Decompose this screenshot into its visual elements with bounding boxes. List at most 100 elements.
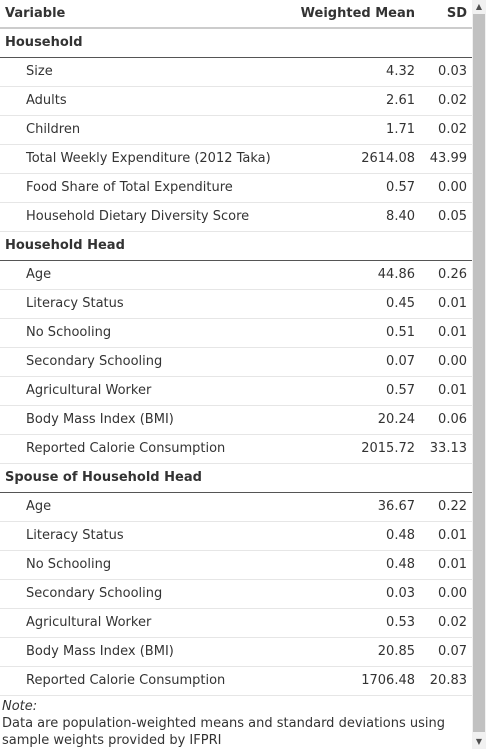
table-row: No Schooling 0.51 0.01 xyxy=(0,318,472,348)
row-weighted-mean: 0.51 xyxy=(294,318,420,348)
row-weighted-mean: 0.03 xyxy=(294,579,420,609)
row-sd: 0.00 xyxy=(420,347,472,377)
row-label: Body Mass Index (BMI) xyxy=(0,405,294,435)
table-row: Reported Calorie Consumption 2015.72 33.13 xyxy=(0,434,472,464)
row-weighted-mean: 4.32 xyxy=(294,57,420,87)
row-weighted-mean: 2015.72 xyxy=(294,434,420,464)
row-label: No Schooling xyxy=(0,550,294,580)
row-label: Food Share of Total Expenditure xyxy=(0,173,294,203)
row-sd: 0.00 xyxy=(420,579,472,609)
row-sd: 0.01 xyxy=(420,521,472,551)
row-label: Age xyxy=(0,492,294,522)
group-row: Spouse of Household Head xyxy=(0,463,472,493)
row-sd: 0.26 xyxy=(420,260,472,290)
group-title: Household Head xyxy=(0,231,472,261)
row-weighted-mean: 20.85 xyxy=(294,637,420,667)
row-sd: 33.13 xyxy=(420,434,472,464)
row-weighted-mean: 8.40 xyxy=(294,202,420,232)
row-weighted-mean: 2.61 xyxy=(294,86,420,116)
table-row: Agricultural Worker 0.53 0.02 xyxy=(0,608,472,638)
summary-table: Variable Weighted Mean SD Household Size 4… xyxy=(0,0,472,696)
row-weighted-mean: 36.67 xyxy=(294,492,420,522)
table-row: Agricultural Worker 0.57 0.01 xyxy=(0,376,472,406)
row-label: Reported Calorie Consumption xyxy=(0,666,294,696)
table-row: Body Mass Index (BMI) 20.85 0.07 xyxy=(0,637,472,667)
header-weighted-mean: Weighted Mean xyxy=(294,0,420,29)
row-label: Adults xyxy=(0,86,294,116)
table-row: Reported Calorie Consumption 1706.48 20.83 xyxy=(0,666,472,696)
row-label: Agricultural Worker xyxy=(0,376,294,406)
table-row: Household Dietary Diversity Score 8.40 0.0… xyxy=(0,202,472,232)
table-row: No Schooling 0.48 0.01 xyxy=(0,550,472,580)
row-label: No Schooling xyxy=(0,318,294,348)
table-row: Literacy Status 0.45 0.01 xyxy=(0,289,472,319)
table-row: Literacy Status 0.48 0.01 xyxy=(0,521,472,551)
row-weighted-mean: 0.07 xyxy=(294,347,420,377)
row-weighted-mean: 2614.08 xyxy=(294,144,420,174)
group-row: Household xyxy=(0,28,472,58)
table-container: Variable Weighted Mean SD Household Size 4… xyxy=(0,0,472,749)
row-label: Size xyxy=(0,57,294,87)
row-sd: 0.02 xyxy=(420,608,472,638)
row-sd: 0.01 xyxy=(420,318,472,348)
group-title: Household xyxy=(0,28,472,58)
table-row: Total Weekly Expenditure (2012 Taka) 2614… xyxy=(0,144,472,174)
row-weighted-mean: 1.71 xyxy=(294,115,420,145)
group-title: Spouse of Household Head xyxy=(0,463,472,493)
row-sd: 0.05 xyxy=(420,202,472,232)
row-sd: 0.02 xyxy=(420,86,472,116)
row-weighted-mean: 0.53 xyxy=(294,608,420,638)
row-label: Reported Calorie Consumption xyxy=(0,434,294,464)
table-row: Secondary Schooling 0.07 0.00 xyxy=(0,347,472,377)
table-row: Age 44.86 0.26 xyxy=(0,260,472,290)
scroll-down-arrow-icon[interactable]: ▼ xyxy=(475,737,483,746)
row-sd: 0.01 xyxy=(420,550,472,580)
table-row: Adults 2.61 0.02 xyxy=(0,86,472,116)
row-label: Literacy Status xyxy=(0,289,294,319)
row-weighted-mean: 20.24 xyxy=(294,405,420,435)
row-label: Household Dietary Diversity Score xyxy=(0,202,294,232)
table-row: Secondary Schooling 0.03 0.00 xyxy=(0,579,472,609)
row-label: Body Mass Index (BMI) xyxy=(0,637,294,667)
row-sd: 0.01 xyxy=(420,289,472,319)
table-body: Household Size 4.32 0.03 Adults 2.61 0.02 Child… xyxy=(0,28,472,696)
note-text: Data are population-weighted means and s… xyxy=(2,715,446,748)
row-label: Age xyxy=(0,260,294,290)
row-sd: 20.83 xyxy=(420,666,472,696)
row-sd: 43.99 xyxy=(420,144,472,174)
row-label: Literacy Status xyxy=(0,521,294,551)
row-sd: 0.01 xyxy=(420,376,472,406)
row-sd: 0.06 xyxy=(420,405,472,435)
row-weighted-mean: 0.48 xyxy=(294,521,420,551)
table-row: Food Share of Total Expenditure 0.57 0.00 xyxy=(0,173,472,203)
group-row: Household Head xyxy=(0,231,472,261)
row-sd: 0.00 xyxy=(420,173,472,203)
header-sd: SD xyxy=(420,0,472,29)
row-weighted-mean: 0.57 xyxy=(294,173,420,203)
table-note: Note: Data are population-weighted means… xyxy=(0,696,472,749)
row-label: Secondary Schooling xyxy=(0,579,294,609)
row-weighted-mean: 44.86 xyxy=(294,260,420,290)
row-label: Total Weekly Expenditure (2012 Taka) xyxy=(0,144,294,174)
scrollbar-thumb[interactable] xyxy=(473,14,485,732)
row-sd: 0.02 xyxy=(420,115,472,145)
table-row: Body Mass Index (BMI) 20.24 0.06 xyxy=(0,405,472,435)
row-sd: 0.22 xyxy=(420,492,472,522)
scroll-up-arrow-icon[interactable]: ▲ xyxy=(475,2,483,11)
table-row: Size 4.32 0.03 xyxy=(0,57,472,87)
row-label: Agricultural Worker xyxy=(0,608,294,638)
row-sd: 0.07 xyxy=(420,637,472,667)
row-weighted-mean: 0.57 xyxy=(294,376,420,406)
row-sd: 0.03 xyxy=(420,57,472,87)
table-row: Age 36.67 0.22 xyxy=(0,492,472,522)
row-label: Children xyxy=(0,115,294,145)
header-row: Variable Weighted Mean SD xyxy=(0,0,472,29)
row-weighted-mean: 0.45 xyxy=(294,289,420,319)
vertical-scrollbar[interactable]: ▲ ▼ xyxy=(472,0,486,749)
row-label: Secondary Schooling xyxy=(0,347,294,377)
table-row: Children 1.71 0.02 xyxy=(0,115,472,145)
row-weighted-mean: 1706.48 xyxy=(294,666,420,696)
header-variable: Variable xyxy=(0,0,294,29)
row-weighted-mean: 0.48 xyxy=(294,550,420,580)
note-title: Note: xyxy=(2,698,38,714)
